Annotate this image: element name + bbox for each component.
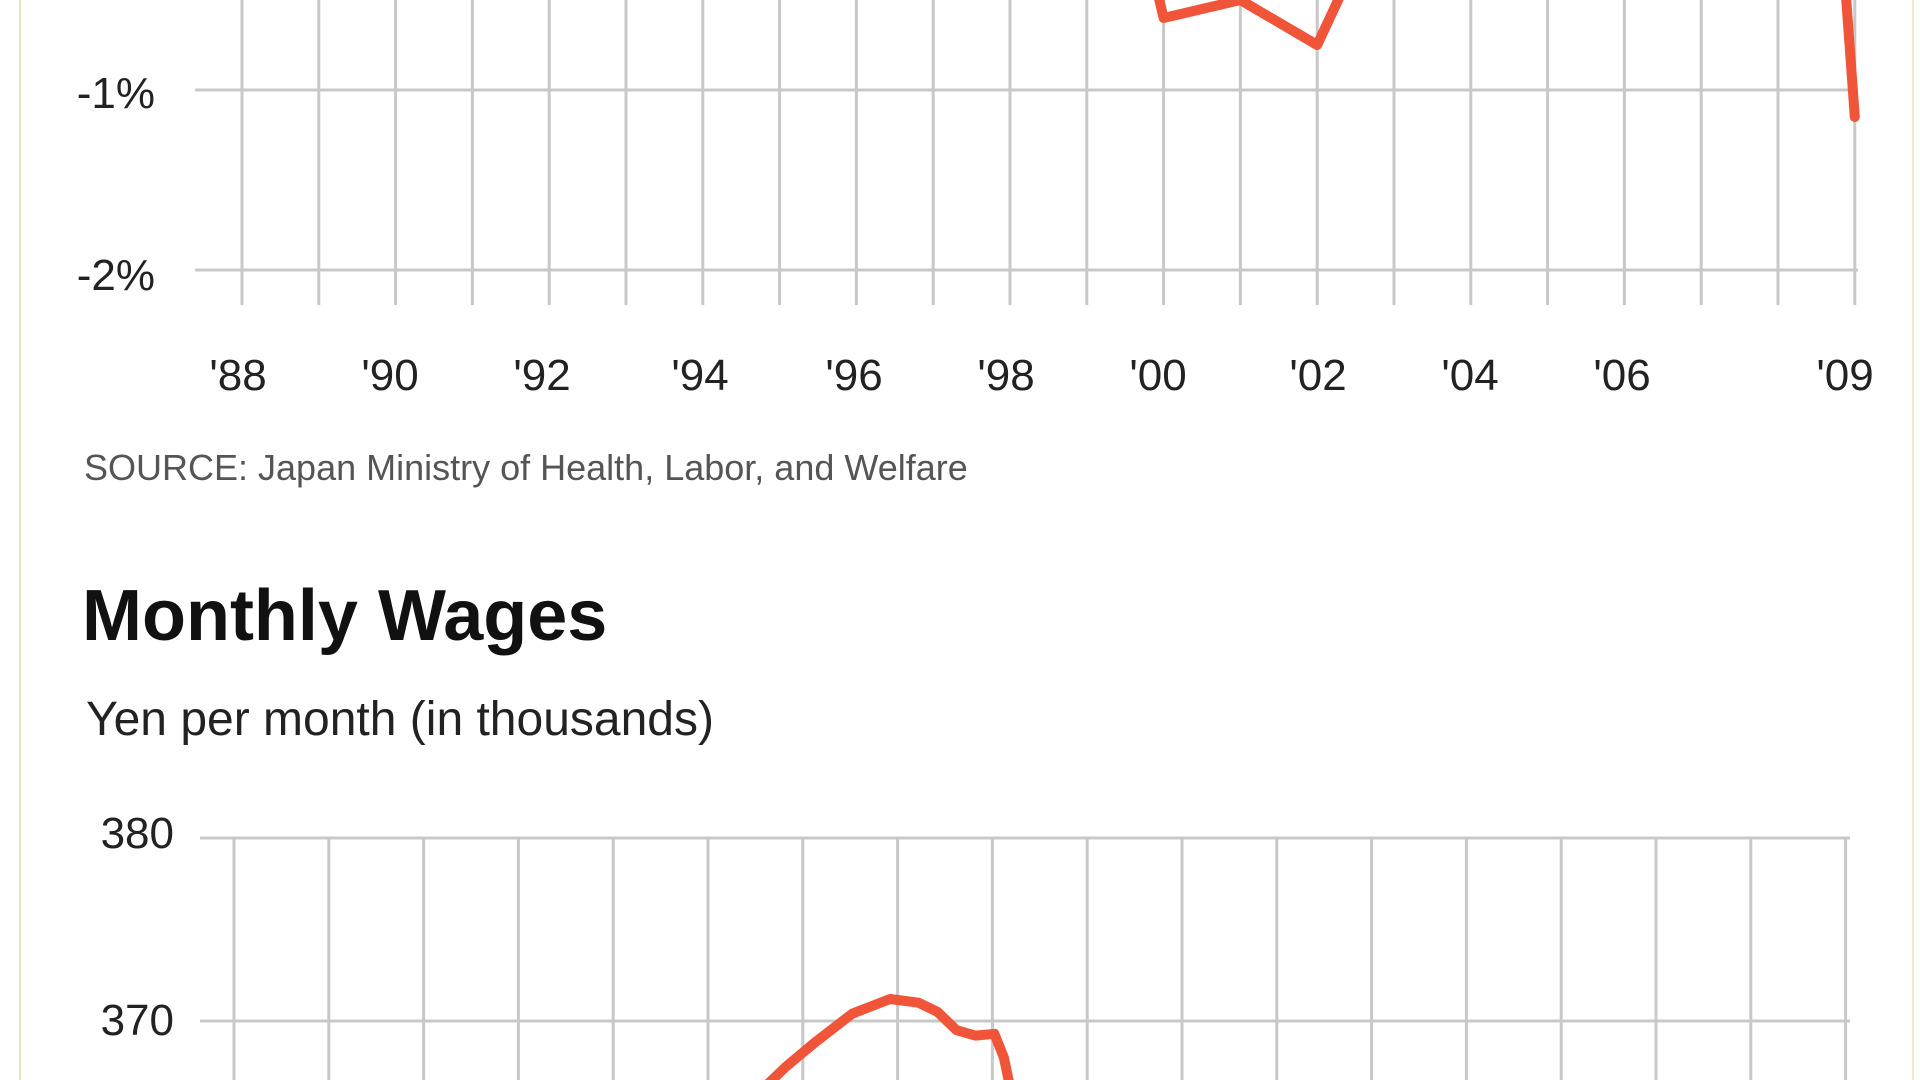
left-border [19,0,21,1080]
chart-title: Monthly Wages [82,576,607,656]
y-tick-label-380: 380 [101,809,174,858]
y-axis-labels: 380 370 [101,809,174,1045]
x-tick-label: '96 [825,351,882,400]
x-tick-label: '92 [513,351,570,400]
grid [195,0,1858,305]
series-line [1154,0,1344,50]
source-note: SOURCE: Japan Ministry of Health, Labor,… [84,447,968,488]
x-tick-label: '00 [1129,351,1186,400]
x-tick-label: '98 [977,351,1034,400]
x-tick-label: '06 [1593,351,1650,400]
y-tick-label-neg1: -1% [77,69,155,118]
x-tick-label: '88 [209,351,266,400]
series-lines [1154,0,1860,122]
series-line [764,994,1014,1080]
x-tick-label: '02 [1289,351,1346,400]
monthly-wages-chart: Monthly Wages Yen per month (in thousand… [82,576,1850,1080]
chart-subtitle: Yen per month (in thousands) [86,693,714,746]
y-tick-label-370: 370 [101,996,174,1045]
grid [200,836,1850,1080]
series-line [1841,0,1860,122]
x-tick-label: '90 [361,351,418,400]
right-border [1912,0,1914,1080]
y-axis-labels: -1% -2% [77,69,155,300]
wage-change-chart: -1% -2% '88 '90 '92 '94 '96 '98 '00 '02 … [77,0,1874,488]
x-tick-label: '04 [1441,351,1498,400]
series-lines [764,994,1014,1080]
x-tick-label: '09 [1816,351,1873,400]
y-tick-label-neg2: -2% [77,251,155,300]
x-axis-labels: '88 '90 '92 '94 '96 '98 '00 '02 '04 '06 … [209,351,1873,400]
x-tick-label: '94 [671,351,728,400]
